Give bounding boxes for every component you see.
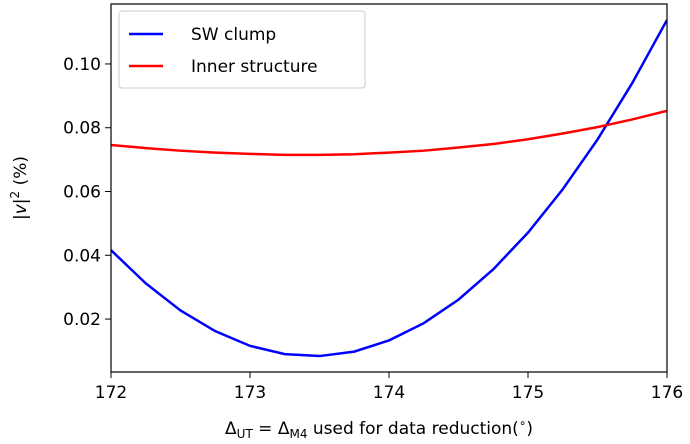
x-tick-label: 174: [373, 383, 405, 403]
y-label-part: |: [11, 198, 31, 204]
x-axis-label: ΔUT = ΔM4 used for data reduction(∘): [225, 416, 533, 441]
legend: SW clump Inner structure: [118, 10, 366, 89]
plot-frame: [110, 3, 668, 373]
legend-label: Inner structure: [191, 57, 318, 77]
legend-label: SW clump: [191, 25, 276, 45]
x-label-part: = Δ: [253, 419, 290, 439]
x-tick-label: 175: [512, 383, 544, 403]
x-label-part: M4: [289, 427, 307, 441]
x-label-part: UT: [237, 427, 254, 441]
y-tick-label: 0.06: [63, 183, 101, 203]
x-tick-label: 173: [234, 383, 266, 403]
x-tick-label: 176: [651, 383, 683, 403]
y-axis-label: |v|2 (%): [8, 156, 31, 220]
y-tick-label: 0.04: [63, 246, 101, 266]
y-label-part: 2: [8, 191, 22, 199]
y-tick-label: 0.10: [63, 55, 101, 75]
y-tick-label: 0.08: [63, 119, 101, 139]
x-label-part: ): [526, 419, 533, 439]
y-label-part: (%): [11, 156, 31, 191]
series-line: [111, 19, 667, 358]
x-label-part: Δ: [225, 419, 237, 439]
y-label-part: v: [11, 203, 31, 214]
series-line: [111, 109, 667, 157]
x-label-part: used for data reduction(: [307, 419, 518, 439]
y-tick-label: 0.02: [63, 310, 101, 330]
legend-box: [118, 10, 366, 89]
x-tick-label: 172: [95, 383, 127, 403]
x-label-part: ∘: [519, 416, 527, 430]
y-label-part: |: [11, 214, 31, 220]
